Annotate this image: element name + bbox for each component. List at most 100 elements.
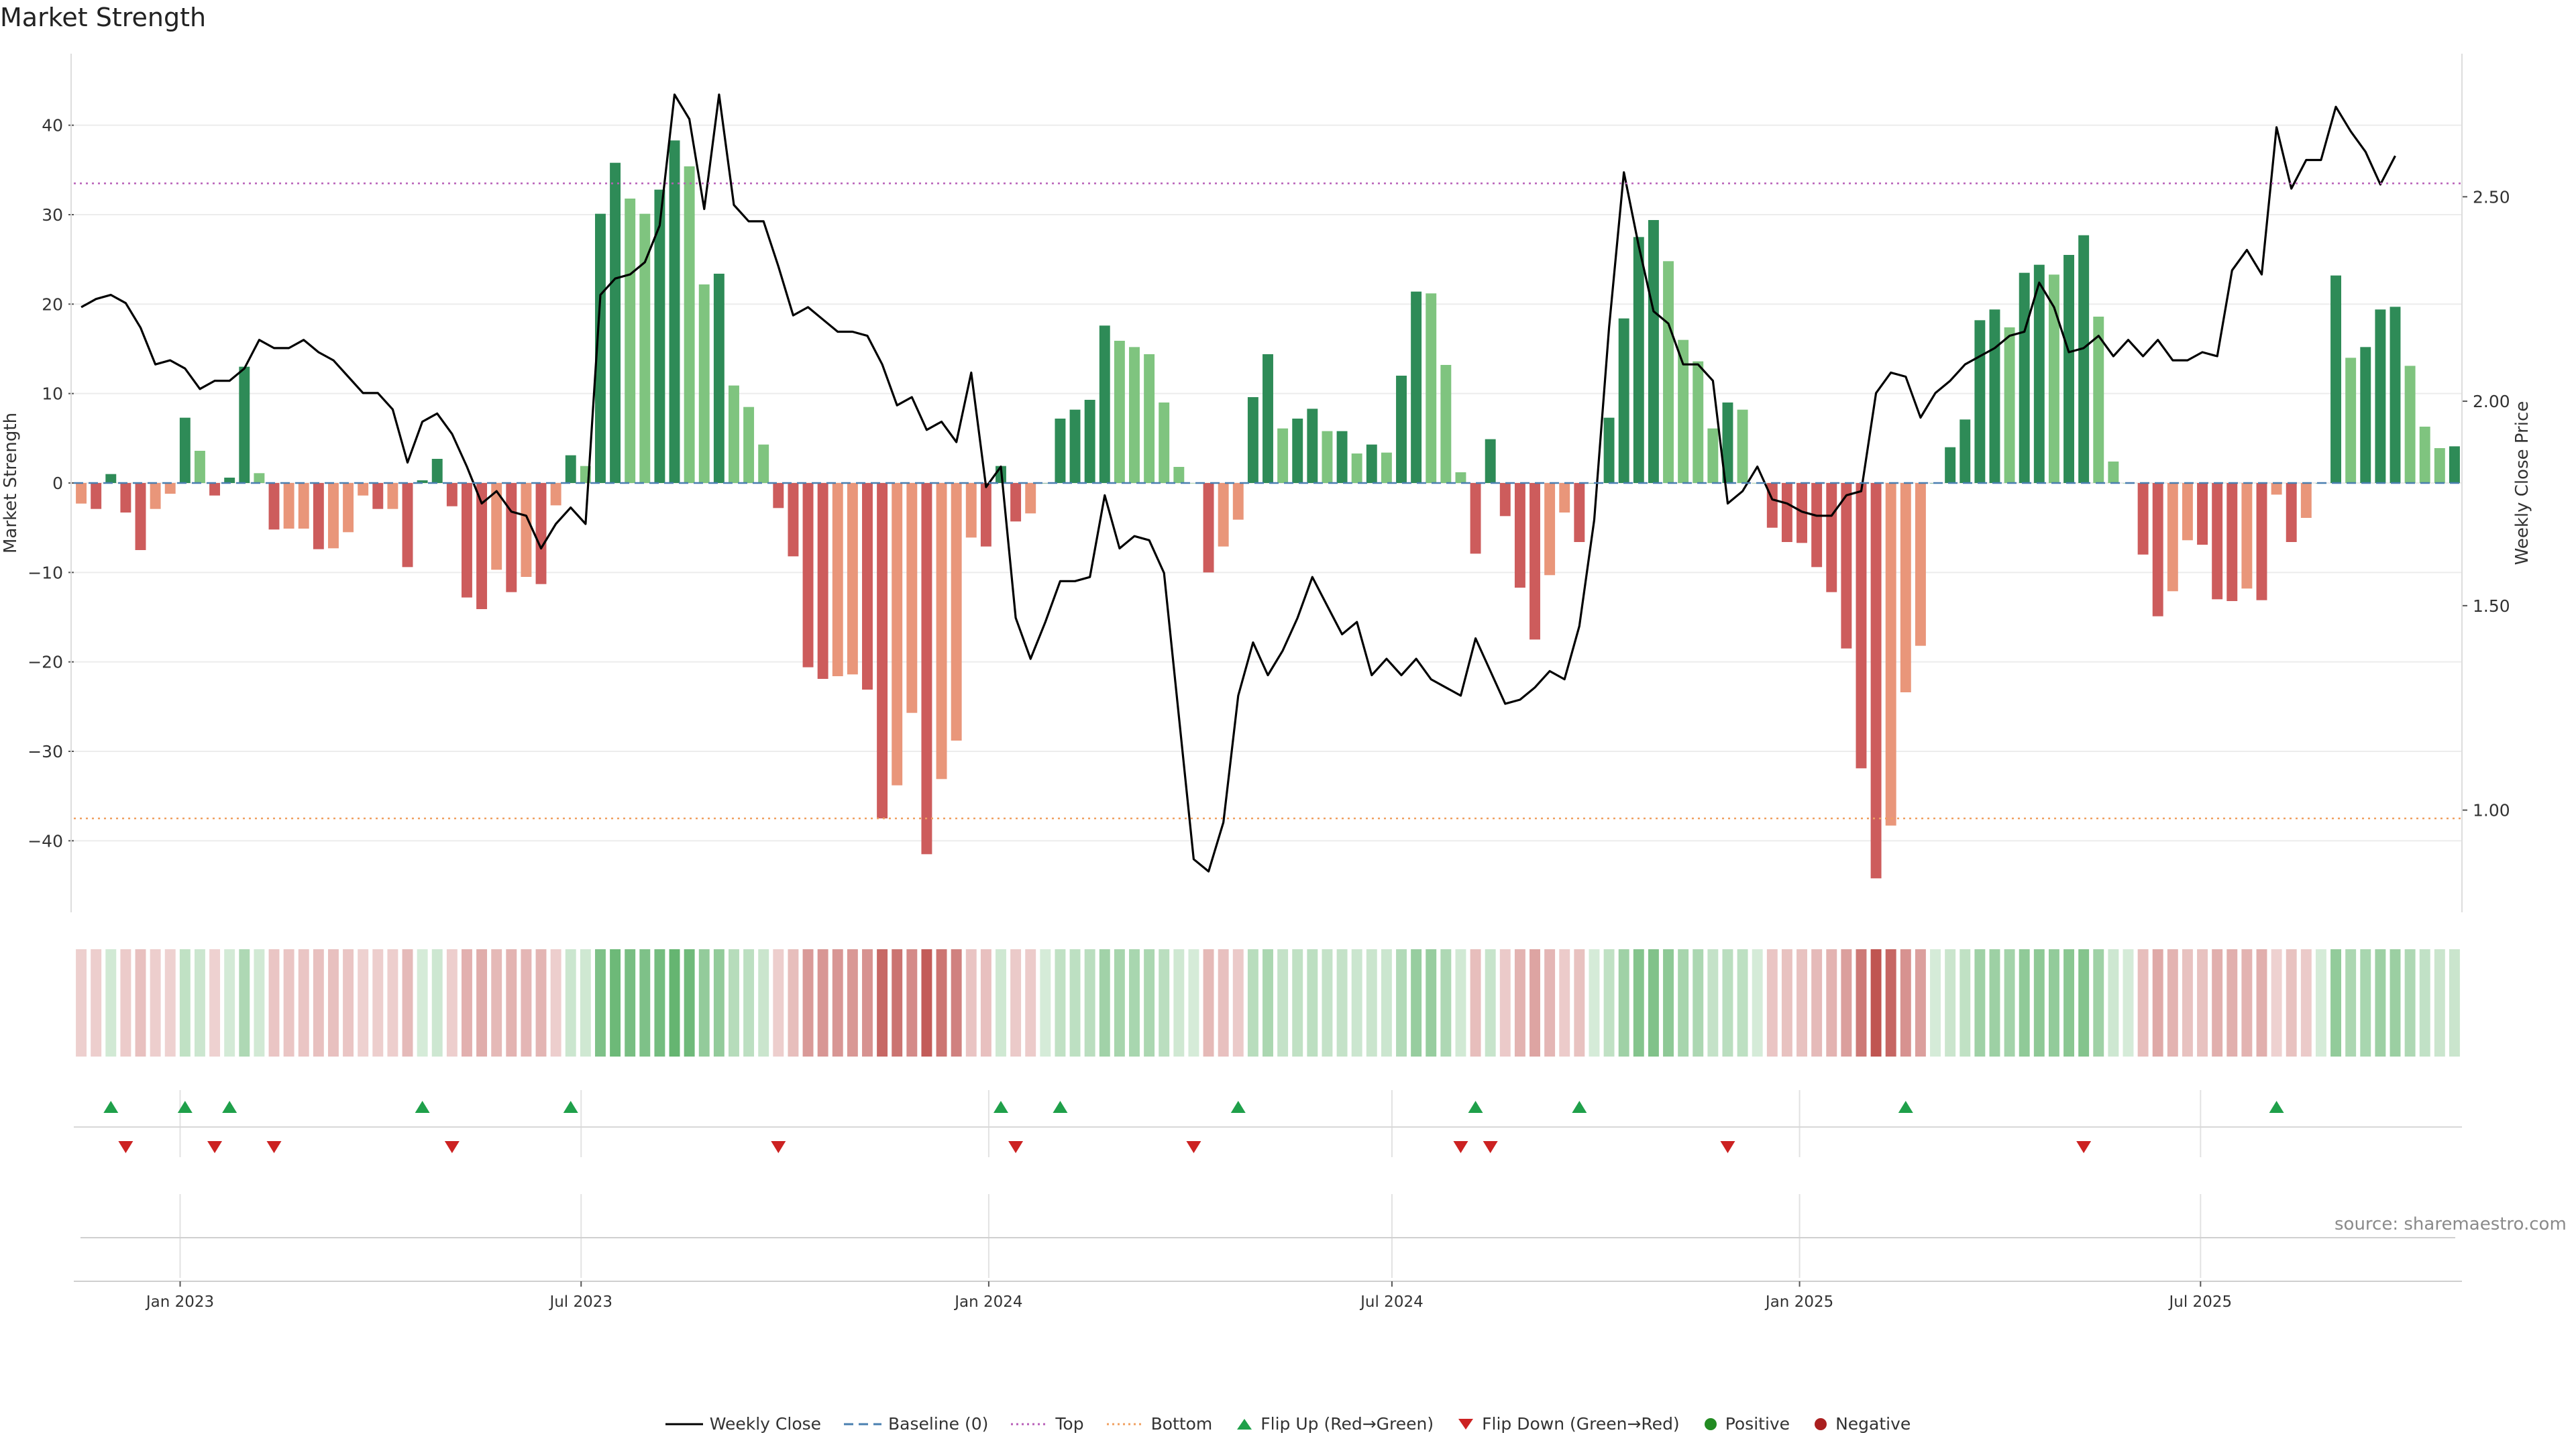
heat-cell — [1693, 949, 1704, 1057]
reference-lines — [74, 182, 2462, 820]
strength-bar — [2449, 446, 2460, 483]
heat-cell — [1945, 949, 1956, 1057]
ytick-label: −30 — [28, 742, 63, 761]
flip-up-marker — [222, 1101, 237, 1113]
strength-bar — [1514, 483, 1525, 588]
y2-axis-title: Weekly Close Price — [2512, 401, 2532, 566]
strength-bar — [521, 483, 532, 577]
strength-bar — [936, 483, 947, 780]
heat-cell — [1989, 949, 2000, 1057]
axes: 40 30 20 10 0 −10 −20 −30 −40 2.50 2.00 1.50 1.00 Mar… — [1, 54, 2532, 1311]
strength-bar — [1529, 483, 1540, 640]
strength-bar — [1915, 483, 1926, 646]
heat-cell — [506, 949, 517, 1057]
strength-bar — [343, 483, 354, 533]
strength-bar — [2137, 483, 2149, 555]
heat-cell — [2404, 949, 2416, 1057]
strength-bar — [1055, 419, 1066, 483]
heat-cell — [2078, 949, 2090, 1057]
strength-bar — [1232, 483, 1244, 520]
heat-cell — [802, 949, 814, 1057]
strength-bar — [654, 189, 665, 483]
heat-cell — [2256, 949, 2267, 1057]
strength-bar — [1841, 483, 1852, 649]
strength-bar — [1114, 341, 1125, 483]
heat-cell — [862, 949, 873, 1057]
strength-bar — [2182, 483, 2193, 541]
heat-cell — [224, 949, 235, 1057]
strength-bar — [2063, 255, 2074, 483]
heat-cell — [446, 949, 458, 1057]
heat-cell — [1574, 949, 1585, 1057]
strength-bar — [1381, 452, 1392, 483]
heat-cell — [1144, 949, 1155, 1057]
flip-up-marker — [177, 1101, 193, 1113]
chart-title: Market Strength — [0, 3, 207, 32]
heat-cell — [1811, 949, 1823, 1057]
strength-bar — [610, 162, 621, 483]
heat-cell — [847, 949, 858, 1057]
heat-cell — [1603, 949, 1615, 1057]
strength-bar — [1574, 483, 1585, 542]
heat-cell — [580, 949, 591, 1057]
strength-bar — [1203, 483, 1214, 573]
strength-bar — [729, 385, 739, 483]
strength-bar — [358, 483, 369, 496]
legend-flip-down-label: Flip Down (Green→Red) — [1482, 1414, 1680, 1434]
heat-cell — [565, 949, 576, 1057]
heat-cell — [462, 949, 472, 1057]
flip-up-marker — [415, 1101, 430, 1113]
flip-down-marker — [1008, 1141, 1024, 1153]
strength-bar — [2375, 309, 2386, 483]
strength-bar — [76, 483, 87, 504]
strength-bar — [1144, 354, 1155, 483]
heat-cell — [1529, 949, 1540, 1057]
strength-bar — [1663, 261, 1674, 483]
heat-cell — [2004, 949, 2015, 1057]
heat-cell — [298, 949, 309, 1057]
strength-bar — [254, 473, 265, 483]
strength-bar — [209, 483, 221, 496]
heat-cell — [1069, 949, 1081, 1057]
heat-cell — [654, 949, 665, 1057]
bottom-dotted-icon — [1106, 1423, 1144, 1425]
heat-cell — [1678, 949, 1689, 1057]
heat-cell — [1218, 949, 1229, 1057]
legend: Weekly Close Baseline (0) Top Bottom Fli… — [0, 1414, 2576, 1434]
heat-cell — [980, 949, 991, 1057]
strength-bar — [506, 483, 517, 592]
heat-cell — [788, 949, 799, 1057]
strength-bar — [639, 213, 651, 483]
strength-bar — [164, 483, 176, 494]
heat-cell — [1470, 949, 1481, 1057]
baseline-dash-icon — [844, 1423, 882, 1425]
heat-cell — [1173, 949, 1185, 1057]
strength-bar — [1069, 409, 1081, 483]
strength-bar — [1366, 444, 1377, 483]
triangle-down-icon — [1458, 1418, 1474, 1430]
weekly-close-line-icon — [665, 1423, 703, 1425]
strength-bar — [1693, 361, 1704, 483]
heat-cell — [1114, 949, 1125, 1057]
strength-bar — [669, 140, 680, 484]
strength-bar — [2226, 483, 2238, 601]
strength-bar — [224, 478, 235, 483]
strength-bar — [1811, 483, 1823, 568]
strength-bar — [150, 483, 161, 509]
strength-bar — [1499, 483, 1511, 517]
heat-cell — [729, 949, 739, 1057]
strength-bar — [120, 483, 131, 513]
heat-cell — [194, 949, 205, 1057]
strength-bar — [1796, 483, 1807, 543]
strength-bar — [1544, 483, 1556, 576]
heat-cell — [1766, 949, 1778, 1057]
heat-cell — [2300, 949, 2312, 1057]
legend-top-label: Top — [1055, 1414, 1084, 1434]
strength-bar — [1900, 483, 1911, 692]
strength-bar — [1277, 428, 1289, 483]
strength-bar — [491, 483, 502, 570]
heat-cell — [906, 949, 918, 1057]
strength-bar — [1856, 483, 1867, 769]
heat-cell — [2345, 949, 2357, 1057]
strength-bar — [550, 483, 561, 506]
